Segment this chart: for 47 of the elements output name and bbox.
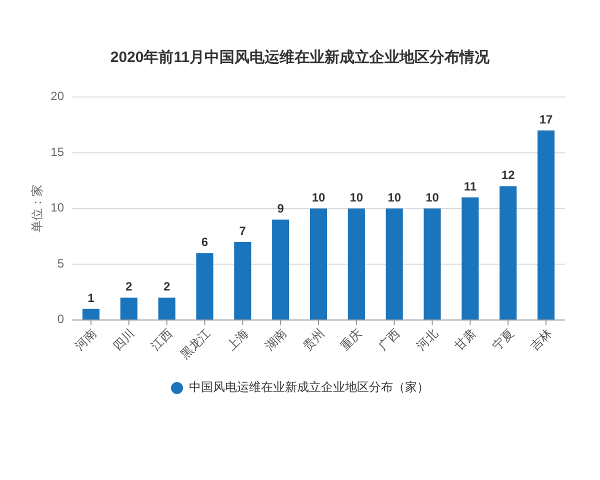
y-tick-label: 20 xyxy=(50,89,64,104)
x-tick-label: 河南 xyxy=(72,326,100,354)
bar xyxy=(120,298,138,320)
bar xyxy=(348,208,365,320)
x-tick-label: 黑龙江 xyxy=(178,326,214,362)
data-label: 17 xyxy=(539,112,554,126)
x-tick-label: 江西 xyxy=(148,326,176,354)
bar xyxy=(462,197,479,320)
bar xyxy=(196,253,214,320)
bar xyxy=(386,208,403,320)
bar xyxy=(234,242,252,320)
y-tick-label: 5 xyxy=(57,256,64,270)
data-label: 10 xyxy=(350,190,364,204)
data-label: 6 xyxy=(201,235,208,250)
data-label: 1 xyxy=(88,290,95,305)
data-label: 2 xyxy=(126,280,133,294)
bar xyxy=(82,308,100,320)
data-label: 10 xyxy=(388,190,402,204)
data-label: 2 xyxy=(163,280,170,294)
x-tick-label: 吉林 xyxy=(528,326,554,354)
data-label: 11 xyxy=(464,179,477,194)
data-label: 7 xyxy=(239,224,246,238)
data-label: 12 xyxy=(501,168,516,182)
x-tick-label: 上海 xyxy=(224,326,252,354)
x-tick-label: 河北 xyxy=(414,326,441,354)
y-tick-label: 15 xyxy=(50,144,64,159)
bar xyxy=(500,186,517,320)
y-axis-title: 单位：家 xyxy=(30,184,44,232)
x-tick-label: 宁夏 xyxy=(490,326,516,354)
y-tick-label: 0 xyxy=(57,312,64,326)
x-tick-label: 四川 xyxy=(110,326,138,354)
y-tick-label: 10 xyxy=(50,200,64,215)
bar xyxy=(424,208,441,320)
bar xyxy=(538,130,555,320)
bar xyxy=(310,208,328,320)
x-tick-label: 重庆 xyxy=(338,326,365,354)
data-label: 9 xyxy=(277,202,284,216)
x-tick-label: 广西 xyxy=(376,326,403,354)
x-tick-label: 湖南 xyxy=(262,326,289,354)
legend-label: 中国风电运维在业新成立企业地区分布（家） xyxy=(189,380,429,394)
chart-title: 2020年前11月中国风电运维在业新成立企业地区分布情况 xyxy=(110,48,491,66)
data-label: 10 xyxy=(426,190,440,204)
bar xyxy=(272,220,290,320)
data-label: 10 xyxy=(312,190,326,204)
x-tick-label: 贵州 xyxy=(300,326,327,354)
x-tick-label: 甘肃 xyxy=(452,326,479,354)
bar xyxy=(158,298,176,320)
